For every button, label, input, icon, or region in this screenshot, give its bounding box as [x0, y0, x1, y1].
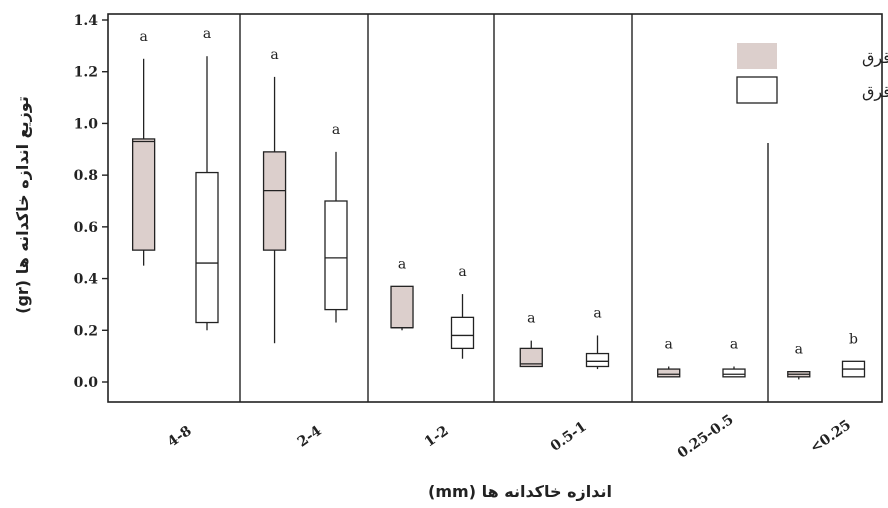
significance-letter: b	[849, 331, 858, 347]
significance-letter: a	[398, 256, 406, 272]
plot-border	[107, 13, 883, 403]
y-tick-label-4: 0.8	[74, 168, 98, 184]
x-tick-label-3: 0.5-1	[548, 419, 590, 455]
legend: داخل قرق خارج قرق	[736, 43, 888, 104]
box-iqr	[262, 151, 287, 251]
legend-swatch-0	[737, 43, 777, 69]
boxes-layer: a a a a a a a a a a a b	[131, 26, 866, 380]
x-tick-label-5: <0.25	[807, 417, 854, 456]
box-iqr	[195, 171, 219, 324]
x-tick-label-0: 4-8	[165, 423, 195, 451]
box-0-1: a	[195, 26, 219, 331]
box-2-1: a	[450, 264, 475, 359]
significance-letter: a	[665, 336, 673, 352]
x-axis: 4-8 2-4 1-2 0.5-1 0.25-0.5 <0.25	[165, 412, 854, 462]
box-iqr	[722, 368, 746, 378]
y-axis: 0.0 0.2 0.4 0.6 0.8 1.0 1.2 1.4	[74, 13, 108, 391]
significance-letter: a	[270, 47, 278, 63]
plot-frame	[107, 13, 883, 403]
y-tick-label-5: 1.0	[74, 116, 99, 132]
y-tick-label-0: 0.0	[74, 375, 99, 391]
y-tick-label-3: 0.6	[74, 220, 98, 236]
x-tick-label-4: 0.25-0.5	[675, 412, 737, 462]
box-1-0: a	[262, 47, 287, 344]
box-1-1: a	[324, 122, 348, 323]
box-iqr	[585, 352, 610, 368]
x-axis-title: اندازه خاکدانه ها (mm)	[428, 482, 612, 501]
y-tick-label-1: 0.2	[74, 323, 98, 339]
box-5-1: b	[841, 331, 866, 378]
box-iqr	[131, 138, 156, 251]
significance-letter: a	[730, 336, 738, 352]
significance-letter: a	[203, 26, 211, 42]
y-tick-label-2: 0.4	[74, 272, 99, 288]
box-3-1: a	[585, 305, 610, 370]
significance-letter: a	[332, 122, 340, 138]
y-tick-label-6: 1.2	[74, 65, 98, 81]
box-iqr	[390, 285, 414, 329]
x-tick-label-1: 2-4	[295, 423, 325, 451]
legend-label-0: داخل قرق	[862, 48, 888, 68]
y-tick-label-7: 1.4	[74, 13, 99, 29]
box-4-1: a	[722, 336, 746, 378]
legend-label-1: خارج قرق	[862, 82, 888, 102]
legend-swatch-1	[736, 76, 778, 104]
significance-letter: a	[458, 264, 466, 280]
y-axis-title: توزیع اندازه خاکدانه ها (gr)	[13, 96, 32, 314]
significance-letter: a	[139, 29, 147, 45]
box-2-0: a	[390, 256, 414, 331]
x-tick-label-2: 1-2	[422, 423, 452, 451]
box-iqr	[657, 368, 681, 378]
box-0-0: a	[131, 29, 156, 266]
box-4-0: a	[657, 336, 681, 378]
box-iqr	[519, 347, 543, 368]
box-5-0: a	[787, 342, 811, 380]
significance-letter: a	[527, 311, 535, 327]
significance-letter: a	[593, 305, 601, 321]
box-iqr	[324, 200, 348, 311]
box-3-0: a	[519, 311, 543, 368]
box-iqr	[450, 316, 475, 350]
significance-letter: a	[795, 342, 803, 358]
